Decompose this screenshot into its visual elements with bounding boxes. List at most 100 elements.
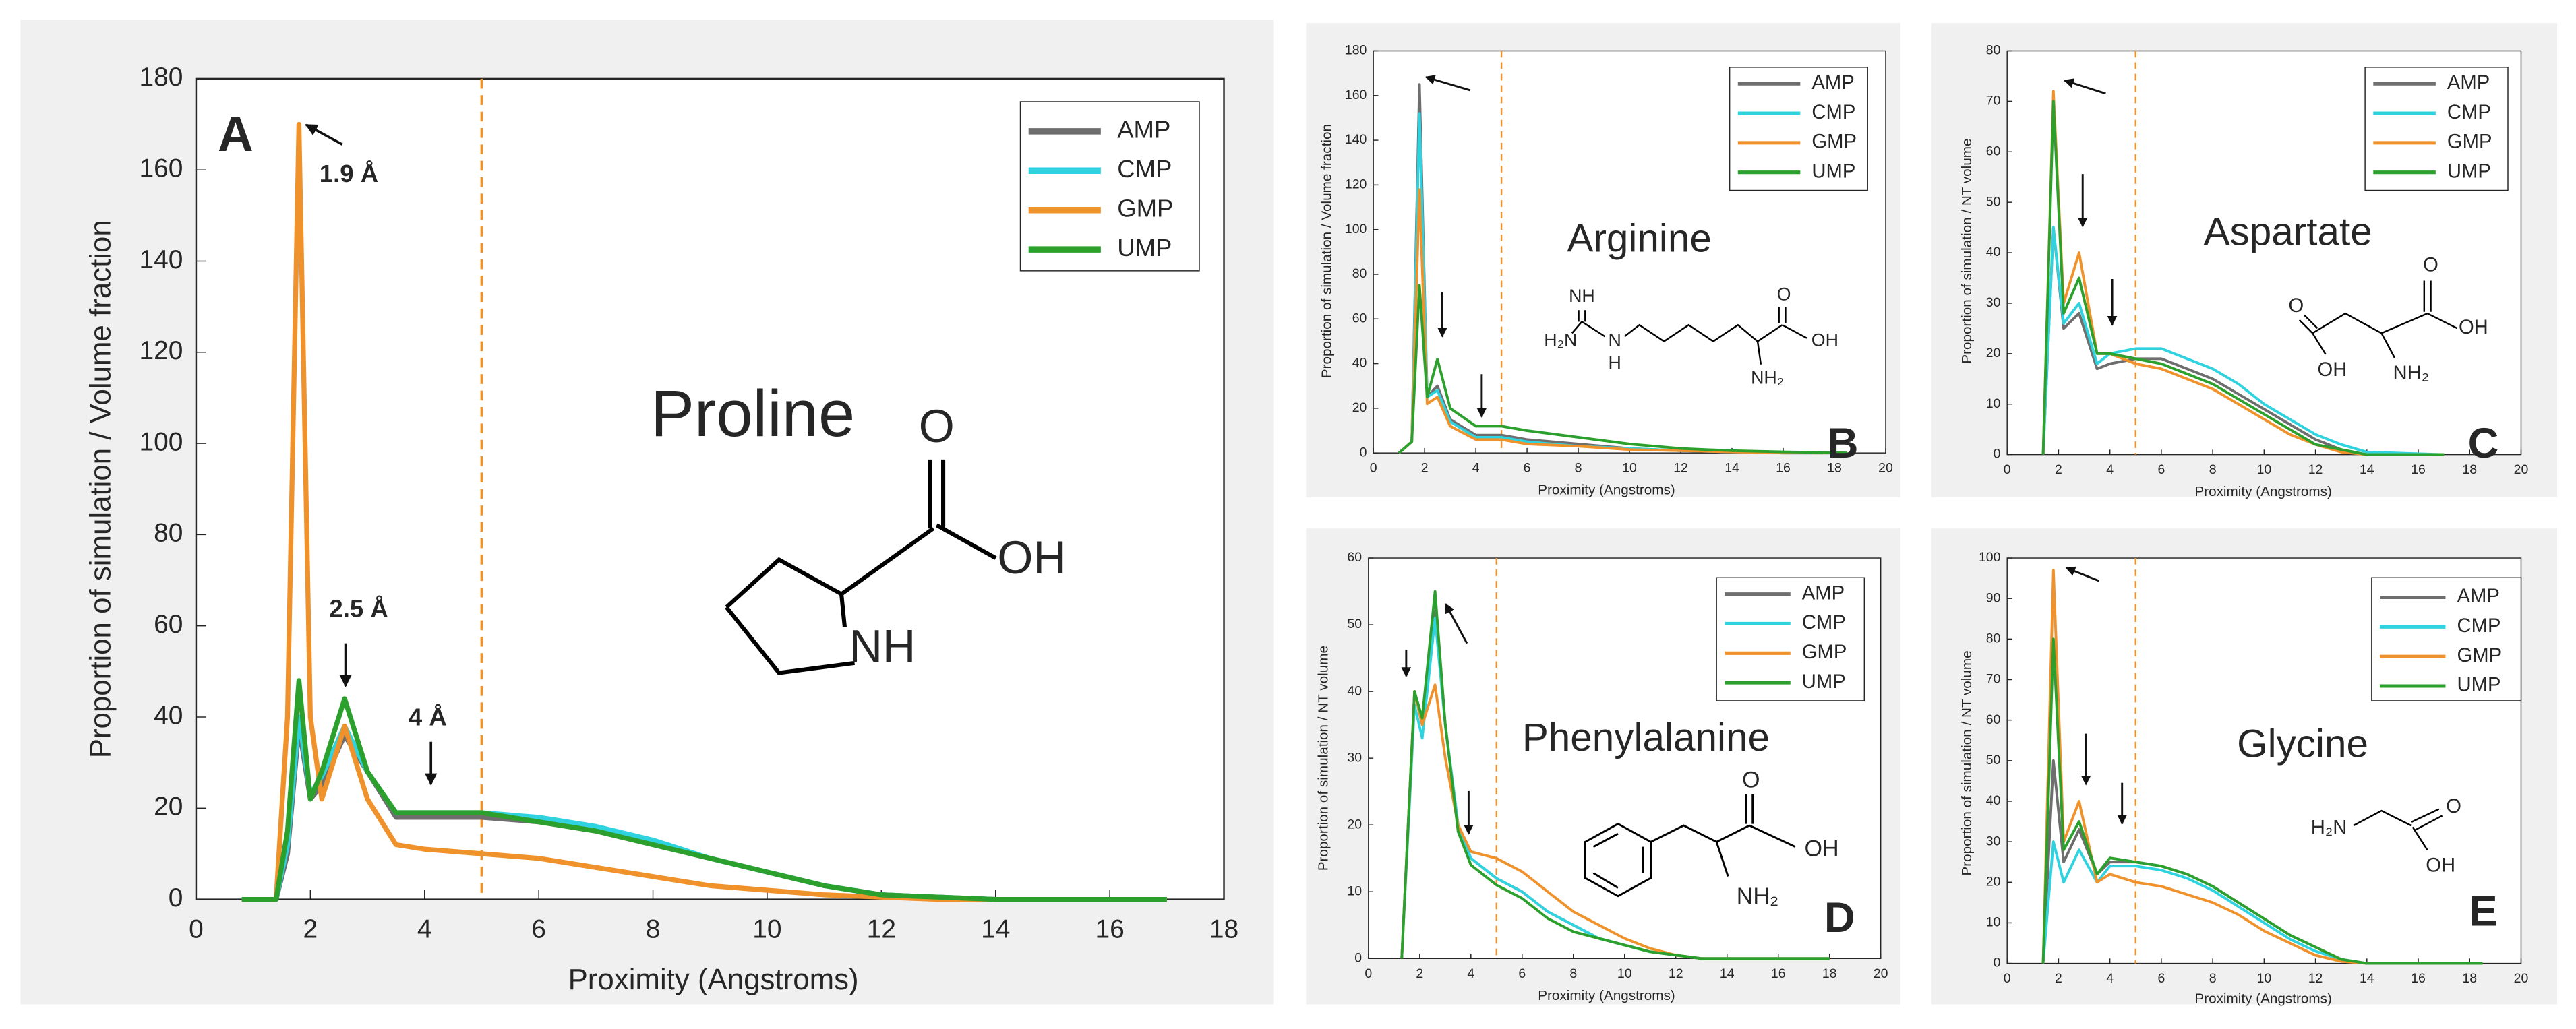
- legend-label: AMP: [1117, 115, 1170, 143]
- legend-label: UMP: [2447, 160, 2491, 182]
- annotation: 2.5 Å: [329, 595, 388, 623]
- legend-label: UMP: [2457, 675, 2501, 696]
- x-tick-label: 18: [1209, 915, 1238, 944]
- y-tick-label: 160: [1345, 88, 1367, 102]
- atom-label: H: [1608, 353, 1621, 373]
- legend-label: UMP: [1117, 234, 1172, 261]
- atom-label: H₂N: [2311, 817, 2347, 839]
- molecule-name: Glycine: [2237, 722, 2368, 766]
- x-tick-label: 8: [646, 915, 661, 944]
- x-tick-label: 0: [2004, 971, 2011, 986]
- x-axis-label: Proximity (Angstroms): [1538, 988, 1675, 1003]
- y-tick-label: 10: [1986, 396, 2001, 411]
- molecule-name: Proline: [651, 377, 855, 450]
- legend-label: CMP: [2457, 615, 2501, 637]
- atom-label: O: [1777, 284, 1791, 304]
- atom-label: NH₂: [1751, 368, 1784, 388]
- y-tick-label: 40: [1986, 245, 2001, 259]
- legend-box: [1729, 67, 1868, 191]
- x-tick-label: 6: [2157, 462, 2165, 477]
- annotation-arrow: [2064, 78, 2106, 95]
- atom-label: N: [1608, 330, 1621, 350]
- y-tick-label: 60: [1347, 550, 1362, 565]
- x-tick-label: 4: [2106, 971, 2114, 986]
- atom-label: OH: [1804, 836, 1838, 862]
- atom-label: NH: [1569, 286, 1595, 306]
- y-axis-label: Proportion of simulation / NT volume: [1959, 139, 1975, 364]
- x-axis-label: Proximity (Angstroms): [2194, 991, 2331, 1007]
- y-tick-label: 100: [139, 427, 183, 456]
- legend-label: AMP: [2447, 72, 2490, 94]
- legend-label: GMP: [1811, 131, 1857, 153]
- y-tick-label: 0: [1360, 445, 1367, 460]
- annotation: 4 Å: [409, 703, 447, 730]
- y-axis-label: Proportion of simulation / NT volume: [1316, 646, 1331, 871]
- y-tick-label: 120: [139, 336, 183, 365]
- x-tick-label: 12: [1669, 966, 1683, 981]
- panel-letter: B: [1828, 420, 1859, 467]
- y-axis-label: Proportion of simulation / NT volume: [1959, 650, 1975, 875]
- panel-letter: A: [218, 107, 253, 162]
- x-tick-label: 2: [303, 915, 318, 944]
- annotation-arrow: [1445, 602, 1468, 644]
- y-tick-label: 20: [1986, 346, 2001, 361]
- y-axis-label: Proportion of simulation / Volume fracti…: [84, 220, 117, 758]
- legend-label: AMP: [1802, 582, 1845, 604]
- y-tick-label: 70: [1986, 94, 2001, 108]
- panel-letter: E: [2469, 887, 2497, 935]
- y-tick-label: 60: [1986, 712, 2001, 727]
- y-tick-label: 90: [1986, 590, 2001, 605]
- x-tick-label: 6: [1518, 966, 1526, 981]
- y-tick-label: 80: [1986, 43, 2001, 58]
- y-tick-label: 50: [1986, 194, 2001, 209]
- atom-label: OH: [1811, 330, 1838, 350]
- x-tick-label: 4: [2106, 462, 2114, 477]
- x-tick-label: 4: [1472, 461, 1480, 476]
- x-tick-label: 6: [531, 915, 546, 944]
- legend-label: GMP: [1802, 642, 1847, 663]
- y-tick-label: 40: [154, 701, 183, 730]
- y-tick-label: 10: [1347, 883, 1362, 898]
- x-tick-label: 2: [1416, 966, 1423, 981]
- y-tick-label: 180: [1345, 43, 1367, 58]
- x-tick-label: 18: [1822, 966, 1837, 981]
- y-tick-label: 50: [1347, 617, 1362, 631]
- atom-label: H₂N: [1544, 330, 1577, 350]
- legend-box: [1716, 577, 1865, 701]
- y-tick-label: 60: [1986, 144, 2001, 158]
- atom-label: OH: [2318, 359, 2347, 381]
- x-tick-label: 10: [1617, 966, 1632, 981]
- x-tick-label: 2: [2055, 971, 2062, 986]
- y-tick-label: 10: [1986, 915, 2001, 930]
- y-tick-label: 0: [1354, 950, 1362, 965]
- legend-label: CMP: [1811, 102, 1855, 123]
- y-tick-label: 40: [1347, 683, 1362, 698]
- legend-label: UMP: [1811, 160, 1855, 182]
- x-tick-label: 16: [1771, 966, 1786, 981]
- series-line: [2041, 569, 2483, 965]
- y-tick-label: 140: [139, 245, 183, 274]
- y-tick-label: 0: [1994, 447, 2001, 462]
- y-tick-label: 120: [1345, 177, 1367, 192]
- legend-label: AMP: [2457, 586, 2500, 607]
- series-line: [2041, 226, 2445, 456]
- legend-box: [2364, 67, 2509, 191]
- y-tick-label: 80: [1986, 631, 2001, 646]
- x-axis-label: Proximity (Angstroms): [2194, 484, 2331, 499]
- y-tick-label: 50: [1986, 753, 2001, 768]
- series-line: [2041, 100, 2445, 456]
- molecule-name: Phenylalanine: [1522, 716, 1770, 759]
- x-tick-label: 20: [2514, 462, 2529, 477]
- x-tick-label: 10: [752, 915, 781, 944]
- x-tick-label: 14: [2360, 971, 2374, 986]
- x-tick-label: 8: [1569, 966, 1577, 981]
- x-tick-label: 12: [867, 915, 896, 944]
- legend-label: GMP: [1117, 194, 1173, 222]
- atom-label: O: [919, 401, 955, 452]
- y-tick-label: 20: [1347, 817, 1362, 832]
- atom-label: NH₂: [1737, 883, 1778, 909]
- x-tick-label: 18: [2462, 462, 2477, 477]
- x-tick-label: 14: [2360, 462, 2374, 477]
- atom-label: OH: [2459, 317, 2488, 338]
